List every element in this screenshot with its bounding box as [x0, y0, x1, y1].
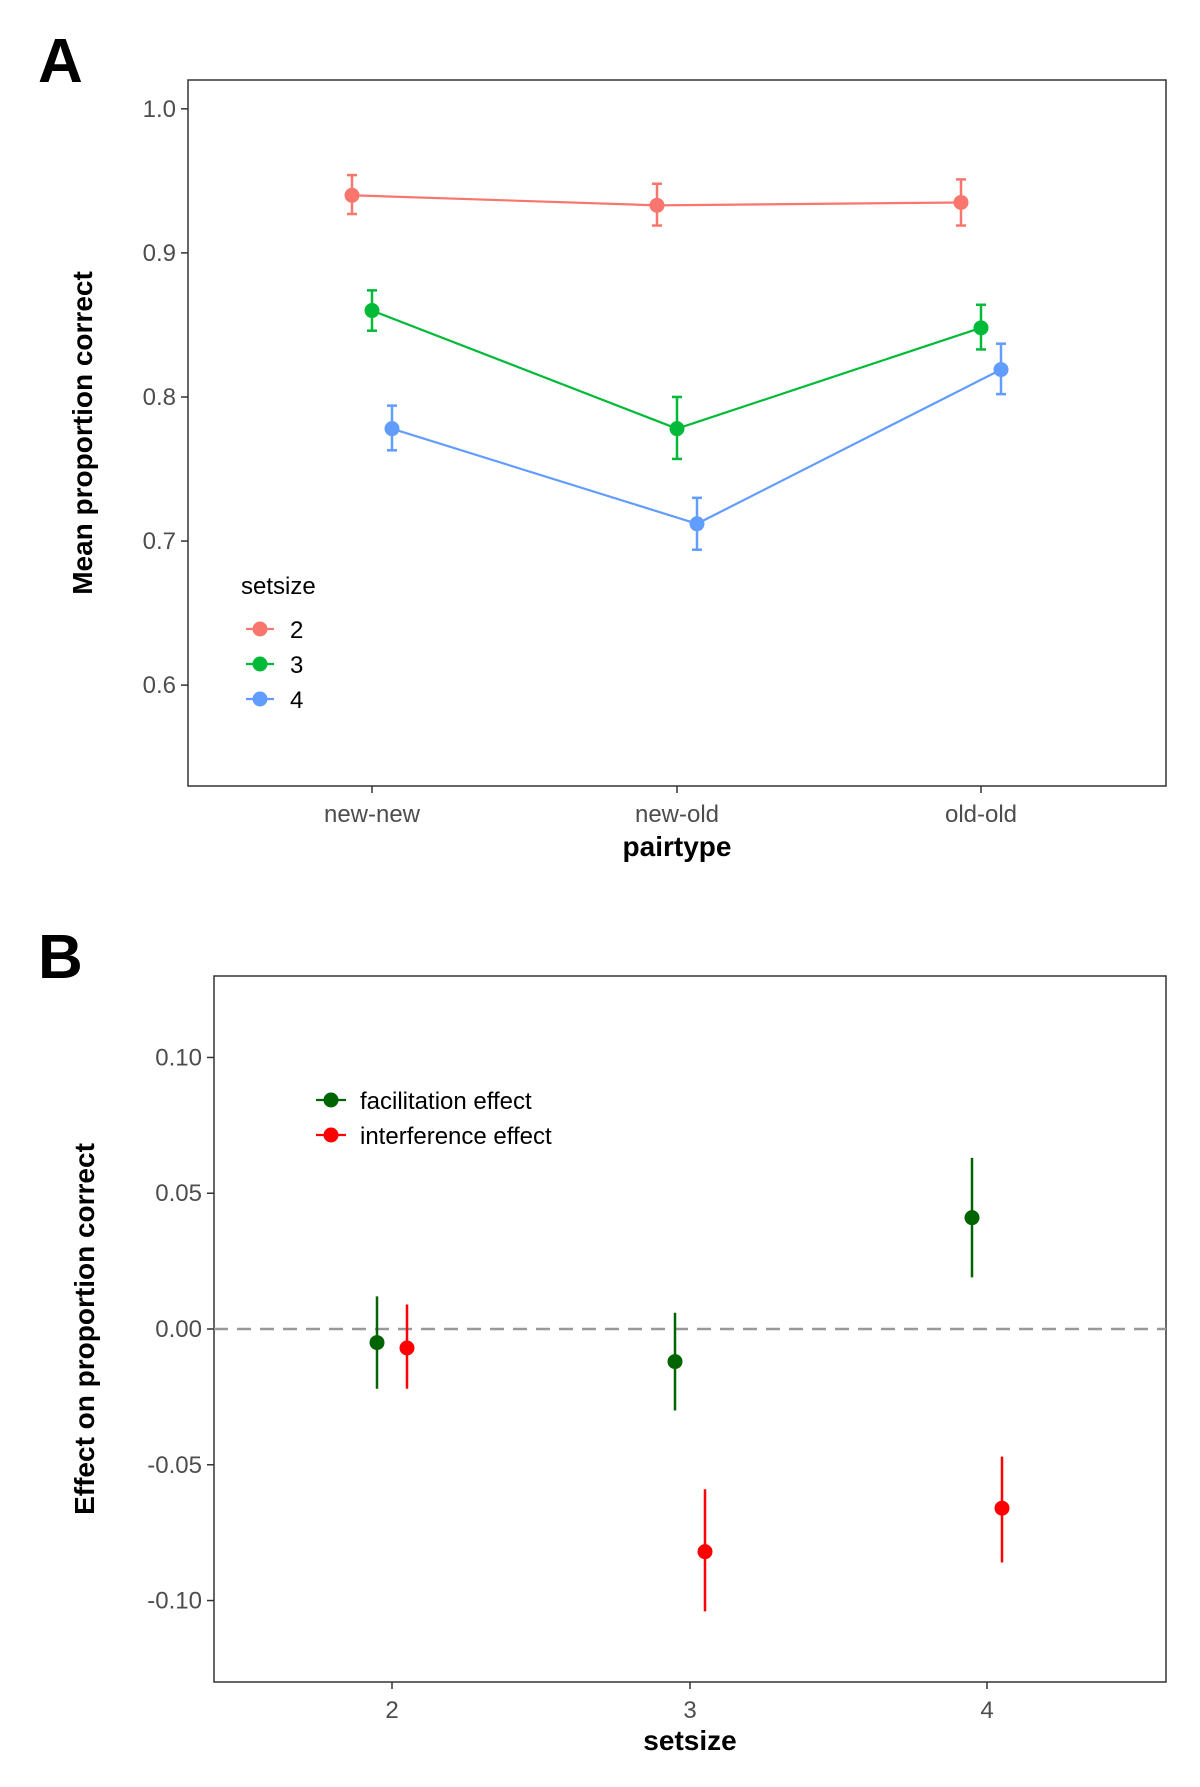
panel-b-point-interference-effect-setsize-3 [697, 1544, 713, 1560]
panel-b-x-tick-label-3: 3 [683, 1697, 696, 1724]
panel-a-legend-key-point [252, 691, 268, 707]
panel-a-x-axis: new-new new-old old-old [324, 786, 1017, 828]
panel-a-point-setsize-3-old-old [973, 320, 989, 336]
panel-a-legend-item-3: 3 [246, 652, 303, 679]
panel-a-point-setsize-2-old-old [953, 194, 969, 210]
panel-b-y-tick-label: -0.10 [147, 1588, 202, 1615]
panel-b-legend-key-point [323, 1092, 339, 1108]
panel-b-point-facilitation-effect-setsize-2 [369, 1335, 385, 1351]
panel-b-point-facilitation-effect-setsize-3 [667, 1354, 683, 1370]
panel-b-x-axis: 2 3 4 [385, 1682, 994, 1724]
panel-b-legend-key-point [323, 1127, 339, 1143]
panel-a-x-tick-label-new-old: new-old [635, 801, 719, 828]
panel-a-x-axis-title: pairtype [623, 831, 732, 862]
panel-b-y-tick-label: -0.05 [147, 1452, 202, 1479]
panel-a-x-tick-label-old-old: old-old [945, 801, 1017, 828]
panel-b-y-tick-label: 0.00 [155, 1316, 202, 1343]
panel-a-y-axis: 0.6 0.7 0.8 0.9 1.0 [143, 96, 188, 699]
panel-b-y-axis-title: Effect on proportion correct [69, 1143, 100, 1515]
panel-a-point-setsize-3-new-new [364, 303, 380, 319]
panel-b-x-axis-title: setsize [643, 1725, 736, 1756]
panel-b-points [369, 1210, 1010, 1560]
panel-a-point-setsize-3-new-old [669, 421, 685, 437]
panel-a-point-setsize-4-new-new [384, 421, 400, 437]
panel-a-legend-title: setsize [241, 573, 316, 600]
panel-b-x-tick-label-2: 2 [385, 1697, 398, 1724]
panel-a-legend-item-4: 4 [246, 687, 303, 714]
panel-a-y-tick-label: 1.0 [143, 96, 176, 123]
panel-a-legend: setsize 2 3 4 [241, 573, 316, 714]
panel-b-y-tick-label: 0.05 [155, 1180, 202, 1207]
panel-b-point-interference-effect-setsize-2 [399, 1340, 415, 1356]
panel-a-point-setsize-4-new-old [689, 516, 705, 532]
panel-a: A 0.60.70.80.91.0 new-new new-old old-old … [38, 27, 1167, 862]
panel-b-y-axis: -0.10 -0.05 0.00 0.05 0.10 [147, 1044, 214, 1615]
panel-a-points [344, 187, 1009, 532]
panel-b-letter: B [38, 923, 83, 992]
panel-a-y-tick-label: 0.8 [143, 384, 176, 411]
panel-b-legend-label: facilitation effect [360, 1088, 532, 1115]
panel-a-point-setsize-2-new-new [344, 187, 360, 203]
panel-a-legend-key-point [252, 656, 268, 672]
panel-a-legend-label: 3 [290, 652, 303, 679]
panel-a-y-tick-label: 0.6 [143, 672, 176, 699]
panel-a-y-axis-title: Mean proportion correct [67, 271, 98, 595]
panel-a-legend-item-2: 2 [246, 617, 303, 644]
panel-a-x-tick-label-new-new: new-new [324, 801, 421, 828]
panel-b-x-tick-label-4: 4 [980, 1697, 993, 1724]
panel-a-letter: A [38, 27, 83, 96]
panel-b: B -0.10 -0.05 0.00 0.05 0.10 2 3 4 Effect on p… [38, 923, 1167, 1756]
panel-a-legend-label: 2 [290, 617, 303, 644]
panel-b-legend-item-interference-effect: interference effect [316, 1123, 552, 1150]
panel-b-legend-label: interference effect [360, 1123, 552, 1150]
panel-a-point-setsize-2-new-old [649, 197, 665, 213]
panel-a-legend-key-point [252, 621, 268, 637]
panel-a-y-tick-label: 0.9 [143, 240, 176, 267]
panel-b-point-facilitation-effect-setsize-4 [964, 1210, 980, 1226]
panel-b-legend: facilitation effect interference effect [316, 1088, 552, 1150]
panel-b-y-tick-label: 0.10 [155, 1044, 202, 1071]
panel-a-y-tick-label: 0.7 [143, 528, 176, 555]
panel-a-legend-label: 4 [290, 687, 303, 714]
panel-b-point-interference-effect-setsize-4 [994, 1500, 1010, 1516]
panel-a-point-setsize-4-old-old [993, 362, 1009, 378]
panel-b-legend-item-facilitation-effect: facilitation effect [316, 1088, 532, 1115]
